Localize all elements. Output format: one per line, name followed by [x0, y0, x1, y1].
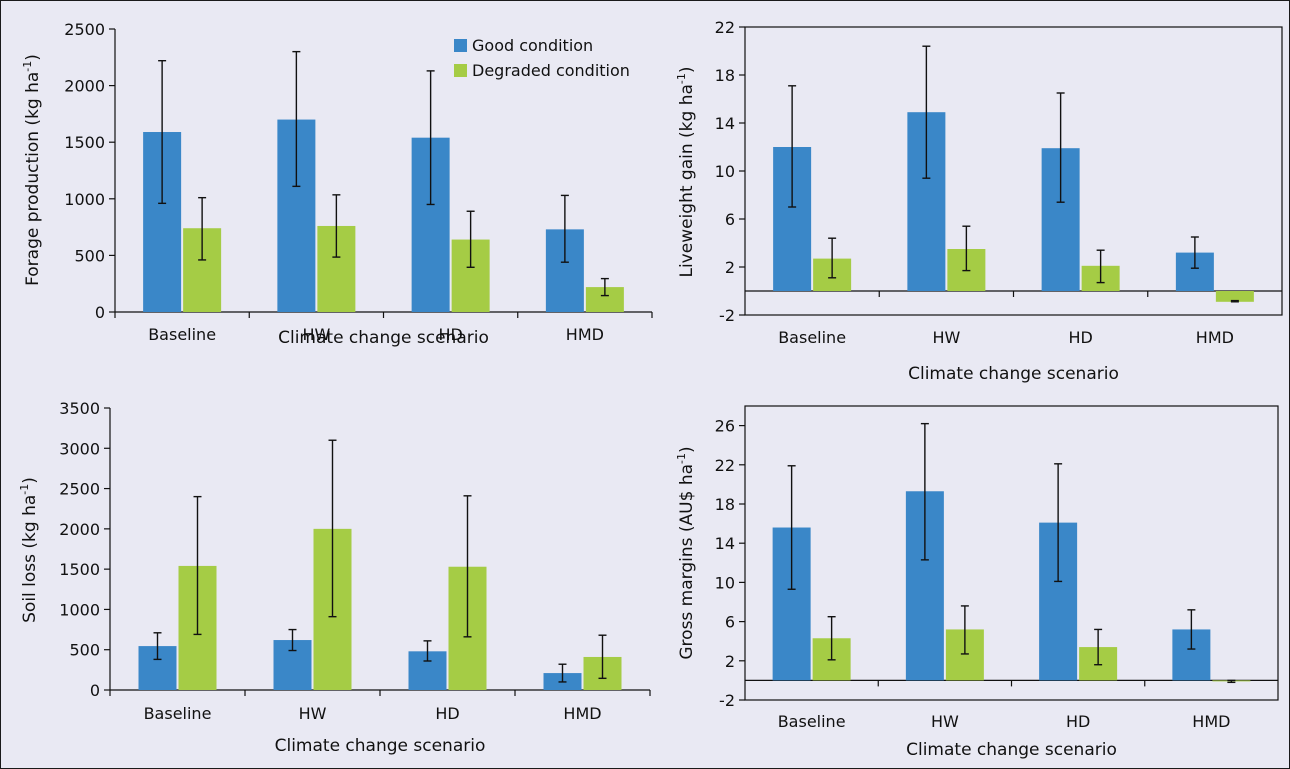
category-label: HW	[932, 328, 960, 347]
y-tick-label: 10	[715, 573, 735, 592]
chart-panel-3: 0 500 1000 1500 2000 2500 3000 3500 Baseline HW HD…	[18, 399, 651, 756]
y-tick-label: 18	[715, 66, 735, 85]
y-tick-label: 1000	[64, 190, 105, 209]
legend-swatch-good	[454, 39, 467, 52]
chart-panel-2: -2 2 6 10 14 18 22 Baseline HW HD HMD Climate chang…	[675, 18, 1283, 384]
category-label: HD	[1066, 712, 1090, 731]
plot-frame	[744, 405, 1279, 701]
x-axis-title: Climate change scenario	[906, 740, 1117, 760]
category-label: HMD	[566, 325, 604, 344]
y-tick-label: 14	[715, 534, 735, 553]
y-tick-label: 2	[725, 652, 735, 671]
y-tick-label: 3000	[59, 439, 100, 458]
y-axis-title: Forage production (kg ha-1)	[21, 54, 43, 286]
category-label: Baseline	[778, 712, 846, 731]
y-tick-label: 500	[74, 246, 105, 265]
y-tick-label: 2	[725, 258, 735, 277]
y-tick-label: -2	[719, 691, 735, 710]
category-label: HD	[438, 325, 462, 344]
bar-degraded-hmd	[1215, 291, 1254, 302]
legend: Good condition Degraded condition	[454, 36, 630, 80]
y-tick-label: -2	[719, 306, 735, 325]
chart-panel-1: 0 500 1000 1500 2000 2500 Baseline HW HD HMD Clima…	[21, 20, 653, 348]
y-tick-label: 2500	[64, 20, 105, 39]
y-tick-label: 6	[725, 210, 735, 229]
category-label: Baseline	[144, 704, 212, 723]
y-tick-label: 3500	[59, 399, 100, 418]
x-axis-title: Climate change scenario	[908, 364, 1119, 384]
category-label: Baseline	[148, 325, 216, 344]
y-tick-label: 1500	[64, 133, 105, 152]
y-tick-label: 1000	[59, 600, 100, 619]
category-label: HW	[299, 704, 327, 723]
legend-swatch-degraded	[454, 64, 467, 77]
y-axis-title: Gross margins (AU$ ha-1)	[675, 446, 697, 659]
y-axis-title: Liveweight gain (kg ha-1)	[675, 66, 697, 277]
y-tick-label: 10	[715, 162, 735, 181]
category-label: HD	[1068, 328, 1092, 347]
y-tick-label: 6	[725, 613, 735, 632]
category-label: HMD	[563, 704, 601, 723]
x-axis-title: Climate change scenario	[275, 736, 486, 756]
y-tick-label: 2000	[64, 77, 105, 96]
y-tick-label: 14	[715, 114, 735, 133]
category-label: HMD	[1192, 712, 1230, 731]
x-axis-title: Climate change scenario	[278, 328, 489, 348]
y-tick-label: 2000	[59, 520, 100, 539]
y-tick-label: 22	[715, 456, 735, 475]
category-label: HW	[302, 325, 330, 344]
y-tick-label: 26	[715, 417, 735, 436]
y-tick-label: 22	[715, 18, 735, 37]
y-tick-label: 2500	[59, 480, 100, 499]
category-label: HW	[931, 712, 959, 731]
y-tick-label: 500	[69, 641, 100, 660]
y-axis-title: Soil loss (kg ha-1)	[18, 477, 40, 623]
y-tick-label: 0	[95, 303, 105, 322]
legend-label-good: Good condition	[472, 36, 593, 55]
category-label: HMD	[1196, 328, 1234, 347]
category-label: HD	[435, 704, 459, 723]
y-tick-label: 18	[715, 495, 735, 514]
legend-label-degraded: Degraded condition	[472, 61, 630, 80]
y-tick-label: 1500	[59, 560, 100, 579]
y-tick-label: 0	[90, 681, 100, 700]
category-label: Baseline	[778, 328, 846, 347]
